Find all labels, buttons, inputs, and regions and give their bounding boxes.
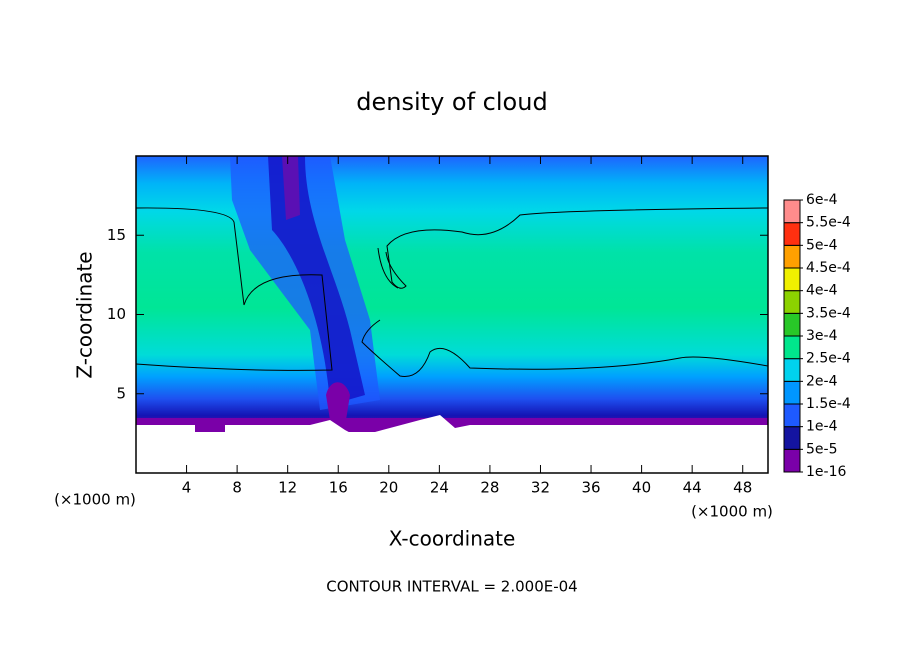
x-tick-label: 16 <box>329 479 348 497</box>
colorbar-label: 5e-5 <box>806 441 837 457</box>
colorbar-label: 5.5e-4 <box>806 215 851 231</box>
colorbar-box <box>783 403 801 428</box>
colorbar-box <box>783 244 801 269</box>
x-tick-label: 44 <box>683 479 702 497</box>
x-axis-title: X-coordinate <box>389 527 516 551</box>
contour-lines <box>135 207 769 377</box>
colorbar-label: 2.5e-4 <box>806 351 851 367</box>
x-unit: (×1000 m) <box>691 503 773 521</box>
colorbar-label: 5e-4 <box>806 237 838 253</box>
x-tick-label: 8 <box>232 479 242 497</box>
x-tick-label: 24 <box>430 479 449 497</box>
colorbar-label: 4.5e-4 <box>806 260 851 276</box>
x-tick-label: 48 <box>733 479 752 497</box>
colorbar-box <box>783 290 801 314</box>
x-tick-label: 12 <box>278 479 297 497</box>
x-tick-label: 32 <box>531 479 550 497</box>
colorbar-label: 1e-4 <box>806 419 838 435</box>
colorbar-box <box>783 358 801 382</box>
colorbar-box <box>783 380 801 405</box>
colorbar-box <box>783 426 801 450</box>
colorbar-label: 3e-4 <box>806 328 838 344</box>
colorbar-box <box>783 448 801 473</box>
colorbar-label: 2e-4 <box>806 373 838 389</box>
colorbar-label: 1e-16 <box>806 464 846 480</box>
y-tick-label: 5 <box>116 384 126 402</box>
colorbar-box <box>783 312 801 337</box>
plume <box>268 156 365 405</box>
field <box>135 156 769 473</box>
footnote: CONTOUR INTERVAL = 2.000E-04 <box>326 578 577 596</box>
colorbar-label: 4e-4 <box>806 283 838 299</box>
colorbar-label: 1.5e-4 <box>806 396 851 412</box>
colorbar-box <box>783 199 801 224</box>
y-tick-label: 10 <box>107 305 126 323</box>
y-tick-label: 15 <box>107 226 126 244</box>
y-axis-title: Z-coordinate <box>73 251 97 378</box>
chart-title: density of cloud <box>356 88 547 116</box>
field-base <box>136 156 768 432</box>
x-tick-label: 40 <box>632 479 651 497</box>
x-tick-label: 28 <box>480 479 499 497</box>
x-tick-label: 4 <box>182 479 192 497</box>
x-tick-label: 20 <box>379 479 398 497</box>
x-tick-label: 36 <box>581 479 600 497</box>
blob <box>326 382 350 420</box>
colorbar-box <box>783 222 801 246</box>
colorbar-box <box>783 267 801 292</box>
colorbar-label: 6e-4 <box>806 192 838 208</box>
y-unit: (×1000 m) <box>54 491 136 509</box>
colorbar-box <box>783 335 801 360</box>
no-cloud <box>136 415 768 473</box>
plume-core <box>282 156 300 220</box>
colorbar-label: 3.5e-4 <box>806 305 851 321</box>
